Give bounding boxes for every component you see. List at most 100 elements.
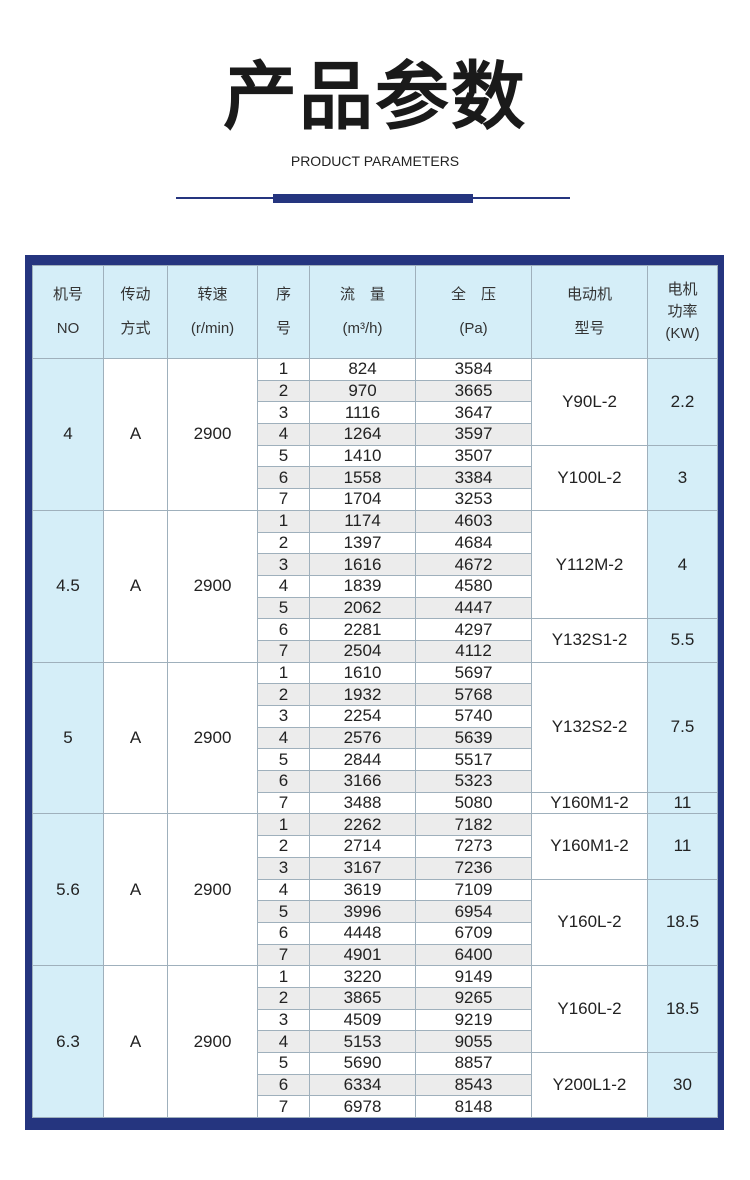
flow-cell: 1558 [309,466,416,490]
fan-number-cell: 6.3 [32,965,104,1119]
table-row: 3 4509 9219 [33,1008,718,1032]
motor-model-cell: Y132S1-2 [531,618,648,663]
motor-power-cell: 5.5 [647,618,718,663]
speed-cell: 2900 [167,813,258,967]
flow-cell: 4448 [309,921,416,945]
column-header-seq: 序号 [257,265,310,359]
drive-type-cell: A [103,965,168,1119]
pressure-cell: 6954 [415,900,532,923]
seq-cell: 7 [257,488,310,511]
speed-cell: 2900 [167,509,258,663]
pressure-cell: 5768 [415,683,532,706]
flow-cell: 3166 [309,770,416,793]
seq-cell: 4 [257,574,310,598]
pressure-cell: 5080 [415,791,532,815]
pressure-cell: 3584 [415,358,532,381]
fan-number-cell: 4 [32,358,104,511]
column-header-line: (r/min) [190,320,235,337]
parameters-table: 机号 NO 传动 方式 转速 (r/min) 序号 流 量 (m³/h) 全 压 (Pa) 电动机 型号… [32,265,718,1119]
column-header-line: 电动机 [566,286,612,303]
flow-cell: 2262 [309,813,416,837]
flow-cell: 1839 [309,574,416,598]
table-row: 5 3996 6954 [33,900,718,923]
column-header-line: 功率 [667,303,698,320]
seq-cell: 2 [257,986,310,1010]
motor-power-cell: 11 [647,813,718,880]
seq-cell: 7 [257,943,310,967]
motor-model-cell: Y100L-2 [531,444,648,511]
column-header-line: 型号 [574,320,605,337]
flow-cell: 3220 [309,965,416,988]
motor-power-cell: 18.5 [647,965,718,1053]
column-header-line: 传动 [120,286,151,303]
table-row: 6 1558 3384 [33,466,718,490]
table-row: 5 5690 8857 Y200L1-2 30 [33,1051,718,1119]
motor-model-cell: Y112M-2 [531,509,648,620]
title-divider-bar [273,194,473,203]
pressure-cell: 4603 [415,509,532,533]
column-header-line: (Pa) [459,320,488,337]
flow-cell: 1932 [309,683,416,706]
seq-cell: 2 [257,531,310,555]
seq-cell: 1 [257,965,310,988]
column-header-no: 机号 NO [32,265,104,359]
table-row: 5.6 A 2900 1 2262 7182 Y160M1-2 11 [32,813,718,967]
seq-cell: 5 [257,748,310,772]
table-row: 7 6978 8148 [33,1095,718,1119]
motor-power-cell: 30 [647,1051,718,1119]
motor-model-cell: Y160L-2 [531,878,648,967]
seq-cell: 6 [257,618,310,641]
motor-power-cell: 3 [647,444,718,511]
column-header-motor-model: 电动机 型号 [531,265,648,359]
seq-cell: 1 [257,813,310,837]
flow-cell: 3619 [309,878,416,902]
column-header-line: (m³/h) [342,320,383,337]
seq-cell: 3 [257,1008,310,1032]
page-subtitle: PRODUCT PARAMETERS [290,153,460,169]
pressure-cell: 5639 [415,726,532,750]
flow-cell: 2714 [309,835,416,858]
flow-cell: 5690 [309,1052,416,1075]
pressure-cell: 7273 [415,835,532,858]
fan-number-cell: 4.5 [32,509,104,663]
table-row: 2 970 3665 [33,379,718,403]
motor-model-cell: Y160M1-2 [531,791,648,815]
table-row: 2 1932 5768 [33,683,718,706]
seq-cell: 3 [257,401,310,425]
flow-cell: 2844 [309,748,416,772]
flow-cell: 1610 [309,661,416,685]
flow-cell: 1410 [309,444,416,468]
table-row: 6.3 A 2900 1 3220 9149 Y160L-2 18.5 [32,965,718,1119]
motor-model-cell: Y200L1-2 [531,1051,648,1119]
motor-model-cell: Y90L-2 [531,358,648,446]
drive-type-cell: A [103,358,168,511]
column-header-line: 机号 [52,286,83,303]
pressure-cell: 6709 [415,921,532,945]
seq-cell: 7 [257,1095,310,1119]
table-row: 7 1704 3253 [33,488,718,511]
seq-cell: 6 [257,770,310,793]
pressure-cell: 8857 [415,1052,532,1075]
flow-cell: 3488 [309,791,416,815]
column-header-line: NO [56,320,80,337]
seq-cell: 4 [257,1030,310,1053]
motor-power-cell: 7.5 [647,661,718,793]
seq-cell: 5 [257,1052,310,1075]
table-row: 6 4448 6709 [33,921,718,945]
flow-cell: 1264 [309,423,416,446]
motor-model-cell: Y160M1-2 [531,813,648,880]
pressure-cell: 5740 [415,705,532,728]
flow-cell: 2281 [309,618,416,641]
flow-cell: 2254 [309,705,416,728]
column-header-line: 序 [275,286,291,303]
table-row: 5 2062 4447 [33,596,718,620]
column-header-line: 号 [275,320,291,337]
speed-cell: 2900 [167,661,258,815]
pressure-cell: 7236 [415,856,532,880]
pressure-cell: 3384 [415,466,532,490]
flow-cell: 1704 [309,488,416,511]
pressure-cell: 3507 [415,444,532,468]
seq-cell: 6 [257,466,310,490]
seq-cell: 5 [257,900,310,923]
seq-cell: 7 [257,639,310,663]
